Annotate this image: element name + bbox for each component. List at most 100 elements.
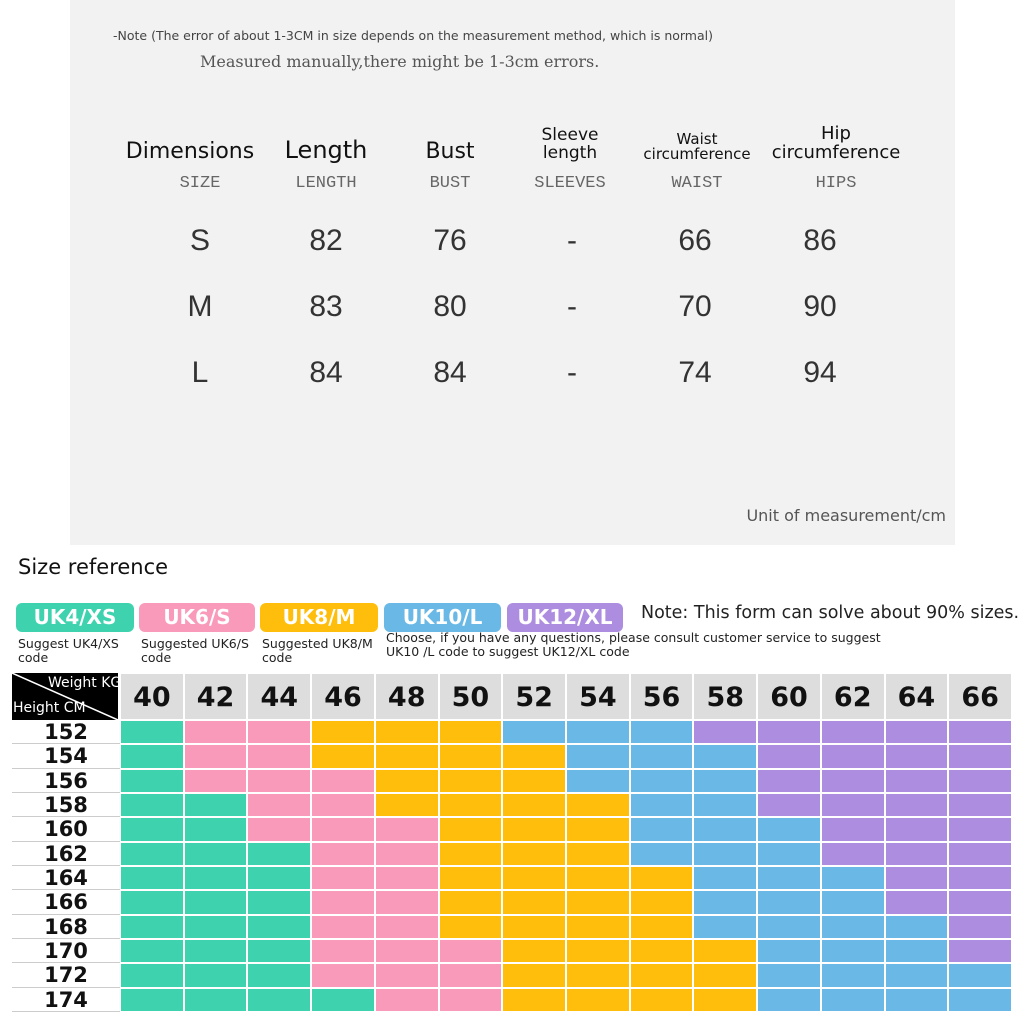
column-header: Dimensions	[125, 138, 255, 164]
size-cell	[820, 866, 885, 891]
size-cell	[311, 890, 375, 915]
size-cell	[693, 939, 758, 964]
size-cell	[757, 768, 821, 793]
size-cell	[757, 817, 821, 842]
size-cell	[629, 744, 694, 769]
size-cell	[884, 841, 949, 866]
size-cell	[757, 987, 821, 1012]
handwritten-note: Measured manually,there might be 1-3cm e…	[200, 52, 600, 71]
height-label: 162	[12, 841, 120, 866]
size-cell	[693, 987, 758, 1012]
size-cell	[438, 890, 503, 915]
size-cell	[502, 963, 566, 988]
size-cell	[438, 939, 503, 964]
column-subheader: SIZE	[179, 174, 221, 193]
table-cell: 76	[433, 224, 467, 257]
size-cell	[311, 768, 375, 793]
size-cell	[247, 817, 312, 842]
table-cell: 80	[433, 290, 467, 323]
size-cell	[120, 914, 184, 939]
size-cell	[884, 744, 949, 769]
size-button: UK8/M	[260, 603, 378, 632]
table-cell: 84	[433, 356, 467, 389]
height-label: 158	[12, 793, 120, 818]
size-cell	[884, 890, 949, 915]
size-cell	[247, 914, 312, 939]
size-cell	[183, 744, 248, 769]
table-cell: 90	[803, 290, 837, 323]
size-cell	[693, 817, 758, 842]
measure-panel	[70, 0, 955, 545]
size-cell	[566, 914, 630, 939]
column-subheader: BUST	[429, 174, 471, 193]
size-cell	[884, 768, 949, 793]
size-cell	[120, 939, 184, 964]
size-cell	[247, 963, 312, 988]
column-header: Hip circumference	[771, 123, 901, 164]
table-cell: -	[567, 356, 577, 389]
size-cell	[884, 987, 949, 1012]
table-cell: 70	[678, 290, 712, 323]
height-label: 170	[12, 939, 120, 964]
size-cell	[438, 720, 503, 745]
size-cell	[183, 793, 248, 818]
size-cell	[820, 987, 885, 1012]
size-cell	[247, 987, 312, 1012]
column-header: Length	[284, 135, 368, 164]
table-cell: 84	[309, 356, 343, 389]
size-cell	[948, 890, 1012, 915]
size-cell	[884, 720, 949, 745]
size-cell	[693, 768, 758, 793]
size-cell	[438, 914, 503, 939]
size-cell	[693, 841, 758, 866]
size-cell	[820, 744, 885, 769]
corner-header	[12, 673, 118, 720]
size-cell	[629, 939, 694, 964]
size-cell	[247, 793, 312, 818]
size-cell	[311, 987, 375, 1012]
reference-note: Note: This form can solve about 90% size…	[641, 603, 1020, 623]
size-cell	[120, 866, 184, 891]
size-cell	[566, 866, 630, 891]
size-cell	[374, 720, 439, 745]
weight-label: 46	[311, 673, 375, 720]
size-cell	[820, 841, 885, 866]
table-cell: 86	[803, 224, 837, 257]
table-cell: M	[187, 290, 213, 323]
size-cell	[884, 914, 949, 939]
size-cell	[502, 744, 566, 769]
size-cell	[247, 841, 312, 866]
column-subheader: HIPS	[815, 174, 857, 193]
size-cell	[757, 793, 821, 818]
size-cell	[183, 987, 248, 1012]
size-cell	[183, 841, 248, 866]
column-header: Waist circumference	[643, 129, 751, 164]
size-cell	[311, 720, 375, 745]
size-cell	[948, 793, 1012, 818]
weight-label: 56	[629, 673, 694, 720]
size-cell	[183, 890, 248, 915]
height-label: 160	[12, 817, 120, 842]
height-label: 166	[12, 890, 120, 915]
height-label: 152	[12, 720, 120, 745]
weight-label: 44	[247, 673, 312, 720]
size-cell	[120, 768, 184, 793]
size-cell	[374, 793, 439, 818]
size-cell	[438, 963, 503, 988]
note: -Note (The error of about 1-3CM in size …	[113, 28, 713, 43]
size-cell	[629, 817, 694, 842]
size-cell	[247, 890, 312, 915]
size-cell	[566, 768, 630, 793]
weight-label: 64	[884, 673, 949, 720]
column-header: Bust	[425, 138, 475, 164]
size-cell	[948, 963, 1012, 988]
size-cell	[502, 890, 566, 915]
size-cell	[820, 914, 885, 939]
height-label: 172	[12, 963, 120, 988]
unit: Unit of measurement/cm	[746, 506, 946, 525]
size-cell	[374, 841, 439, 866]
size-cell	[693, 720, 758, 745]
weight-label: 50	[438, 673, 503, 720]
size-button: UK12/XL	[507, 603, 623, 632]
size-button: UK4/XS	[16, 603, 134, 632]
